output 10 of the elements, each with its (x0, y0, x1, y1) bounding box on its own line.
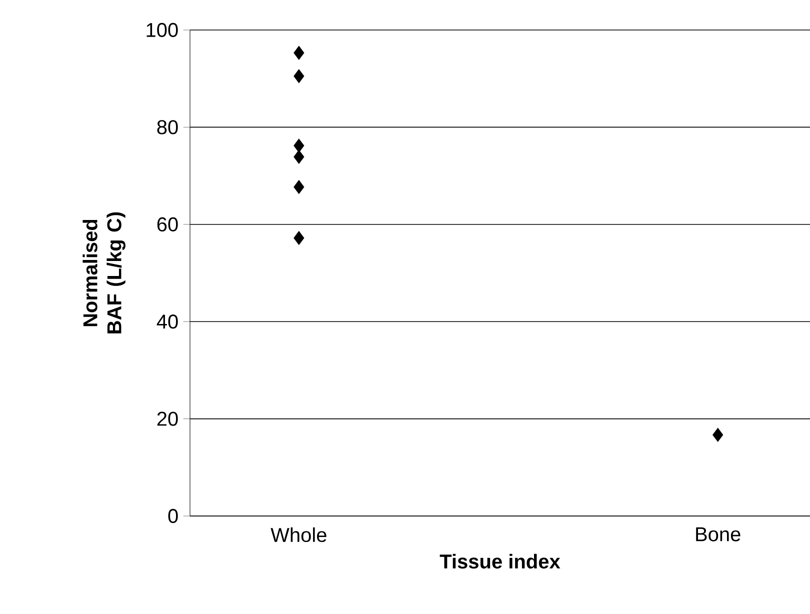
y-tick-label: 60 (157, 217, 178, 232)
y-tick-label: 40 (156, 314, 178, 329)
y-tick-label: 20 (157, 412, 178, 426)
y-axis-title: Normalised BAF (L/kg C) (82, 212, 126, 334)
x-tick-label: Bone (696, 527, 740, 542)
y-tick-label: 0 (168, 508, 178, 524)
x-tick-label: Whole (270, 527, 326, 542)
y-tick-label: 100 (146, 22, 178, 38)
y-tick-label: 80 (157, 120, 178, 134)
x-axis-title: Tissue index (440, 554, 560, 569)
